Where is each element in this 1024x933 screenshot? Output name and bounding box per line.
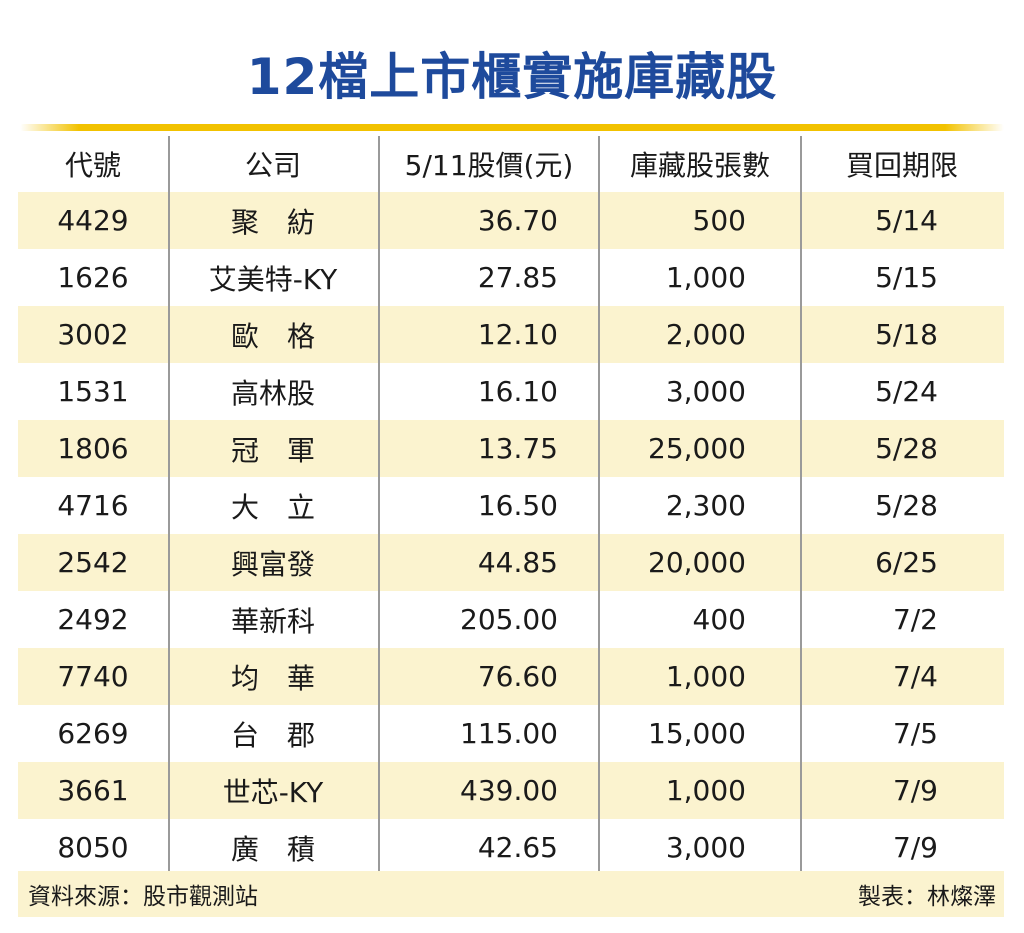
table-row: 6269 台 郡 115.00 15,000 7/5: [18, 705, 1004, 762]
cell-shares: 1,000: [665, 660, 746, 693]
table-row: 2492 華新科 205.00 400 7/2: [18, 591, 1004, 648]
cell-company: 艾美特-KY: [208, 262, 338, 296]
cell-company: 台 郡: [230, 718, 315, 752]
table-row: 8050 廣 積 42.65 3,000 7/9: [18, 819, 1004, 876]
cell-price: 36.70: [477, 204, 558, 237]
cell-price: 205.00: [460, 603, 558, 636]
table-row: 4429 聚 紡 36.70 500 5/14: [18, 192, 1004, 249]
table-row: 3661 世芯-KY 439.00 1,000 7/9: [18, 762, 1004, 819]
cell-company: 大 立: [230, 490, 315, 524]
header-shares: 庫藏股張數: [629, 149, 770, 182]
cell-shares: 3,000: [665, 375, 746, 408]
cell-deadline: 7/4: [892, 660, 938, 693]
cell-code: 2492: [57, 603, 129, 636]
cell-shares: 1,000: [665, 774, 746, 807]
cell-shares: 15,000: [648, 717, 746, 750]
cell-deadline: 7/9: [892, 831, 938, 864]
cell-deadline: 5/24: [875, 375, 938, 408]
cell-shares: 25,000: [648, 432, 746, 465]
cell-price: 439.00: [460, 774, 558, 807]
source-note: 資料來源：股市觀測站: [28, 884, 258, 910]
cell-company: 世芯-KY: [222, 775, 324, 809]
cell-deadline: 7/9: [892, 774, 938, 807]
cell-price: 115.00: [460, 717, 558, 750]
header-price: 5/11股價(元): [404, 149, 574, 182]
title-underline: [20, 124, 1004, 131]
cell-price: 76.60: [477, 660, 558, 693]
cell-code: 1806: [57, 432, 129, 465]
header-deadline: 買回期限: [845, 149, 958, 182]
cell-deadline: 7/2: [892, 603, 938, 636]
cell-deadline: 5/18: [875, 318, 938, 351]
table-row: 4716 大 立 16.50 2,300 5/28: [18, 477, 1004, 534]
cell-price: 12.10: [477, 318, 558, 351]
page-title: 12檔上市櫃實施庫藏股: [246, 48, 778, 106]
cell-price: 27.85: [477, 261, 558, 294]
cell-price: 44.85: [477, 546, 558, 579]
cell-code: 7740: [57, 660, 129, 693]
cell-deadline: 5/28: [875, 432, 938, 465]
header-code: 代號: [64, 149, 121, 182]
header-company: 公司: [244, 149, 301, 182]
cell-shares: 1,000: [665, 261, 746, 294]
column-divider: [598, 136, 600, 871]
table-row: 1531 高林股 16.10 3,000 5/24: [18, 363, 1004, 420]
cell-company: 聚 紡: [230, 205, 315, 239]
cell-company: 高林股: [230, 376, 315, 410]
cell-shares: 500: [692, 204, 746, 237]
cell-deadline: 6/25: [875, 546, 938, 579]
cell-deadline: 5/14: [875, 204, 938, 237]
table-header-row: 代號 公司 5/11股價(元) 庫藏股張數 買回期限: [18, 136, 1004, 192]
cell-company: 歐 格: [230, 319, 315, 353]
cell-shares: 2,300: [665, 489, 746, 522]
cell-shares: 3,000: [665, 831, 746, 864]
table-row: 3002 歐 格 12.10 2,000 5/18: [18, 306, 1004, 363]
cell-company: 廣 積: [230, 832, 315, 866]
cell-price: 16.50: [477, 489, 558, 522]
cell-price: 13.75: [477, 432, 558, 465]
column-divider: [800, 136, 802, 871]
cell-code: 4716: [57, 489, 129, 522]
cell-deadline: 5/15: [875, 261, 938, 294]
cell-company: 均 華: [230, 661, 315, 695]
cell-company: 華新科: [230, 604, 315, 638]
cell-company: 冠 軍: [230, 433, 315, 467]
cell-shares: 20,000: [648, 546, 746, 579]
cell-shares: 2,000: [665, 318, 746, 351]
table-row: 7740 均 華 76.60 1,000 7/4: [18, 648, 1004, 705]
table-row: 1626 艾美特-KY 27.85 1,000 5/15: [18, 249, 1004, 306]
cell-code: 8050: [57, 831, 129, 864]
column-divider: [378, 136, 380, 871]
table-footer: 資料來源：股市觀測站 製表：林燦澤: [18, 871, 1004, 917]
table-row: 2542 興富發 44.85 20,000 6/25: [18, 534, 1004, 591]
cell-code: 4429: [57, 204, 129, 237]
cell-code: 3661: [57, 774, 129, 807]
cell-code: 1531: [57, 375, 129, 408]
cell-code: 2542: [57, 546, 129, 579]
maker-note: 製表：林燦澤: [858, 884, 996, 910]
cell-shares: 400: [692, 603, 746, 636]
cell-deadline: 5/28: [875, 489, 938, 522]
table-body: 4429 聚 紡 36.70 500 5/14 1626 艾美特-KY 27.85 1,000 5…: [18, 192, 1004, 876]
cell-code: 3002: [57, 318, 129, 351]
cell-price: 42.65: [477, 831, 558, 864]
table-row: 1806 冠 軍 13.75 25,000 5/28: [18, 420, 1004, 477]
buyback-table: 代號 公司 5/11股價(元) 庫藏股張數 買回期限 4429 聚 紡 36.70 5…: [18, 136, 1004, 876]
cell-company: 興富發: [230, 547, 315, 581]
cell-code: 1626: [57, 261, 129, 294]
cell-code: 6269: [57, 717, 129, 750]
column-divider: [168, 136, 170, 871]
cell-deadline: 7/5: [892, 717, 938, 750]
cell-price: 16.10: [477, 375, 558, 408]
